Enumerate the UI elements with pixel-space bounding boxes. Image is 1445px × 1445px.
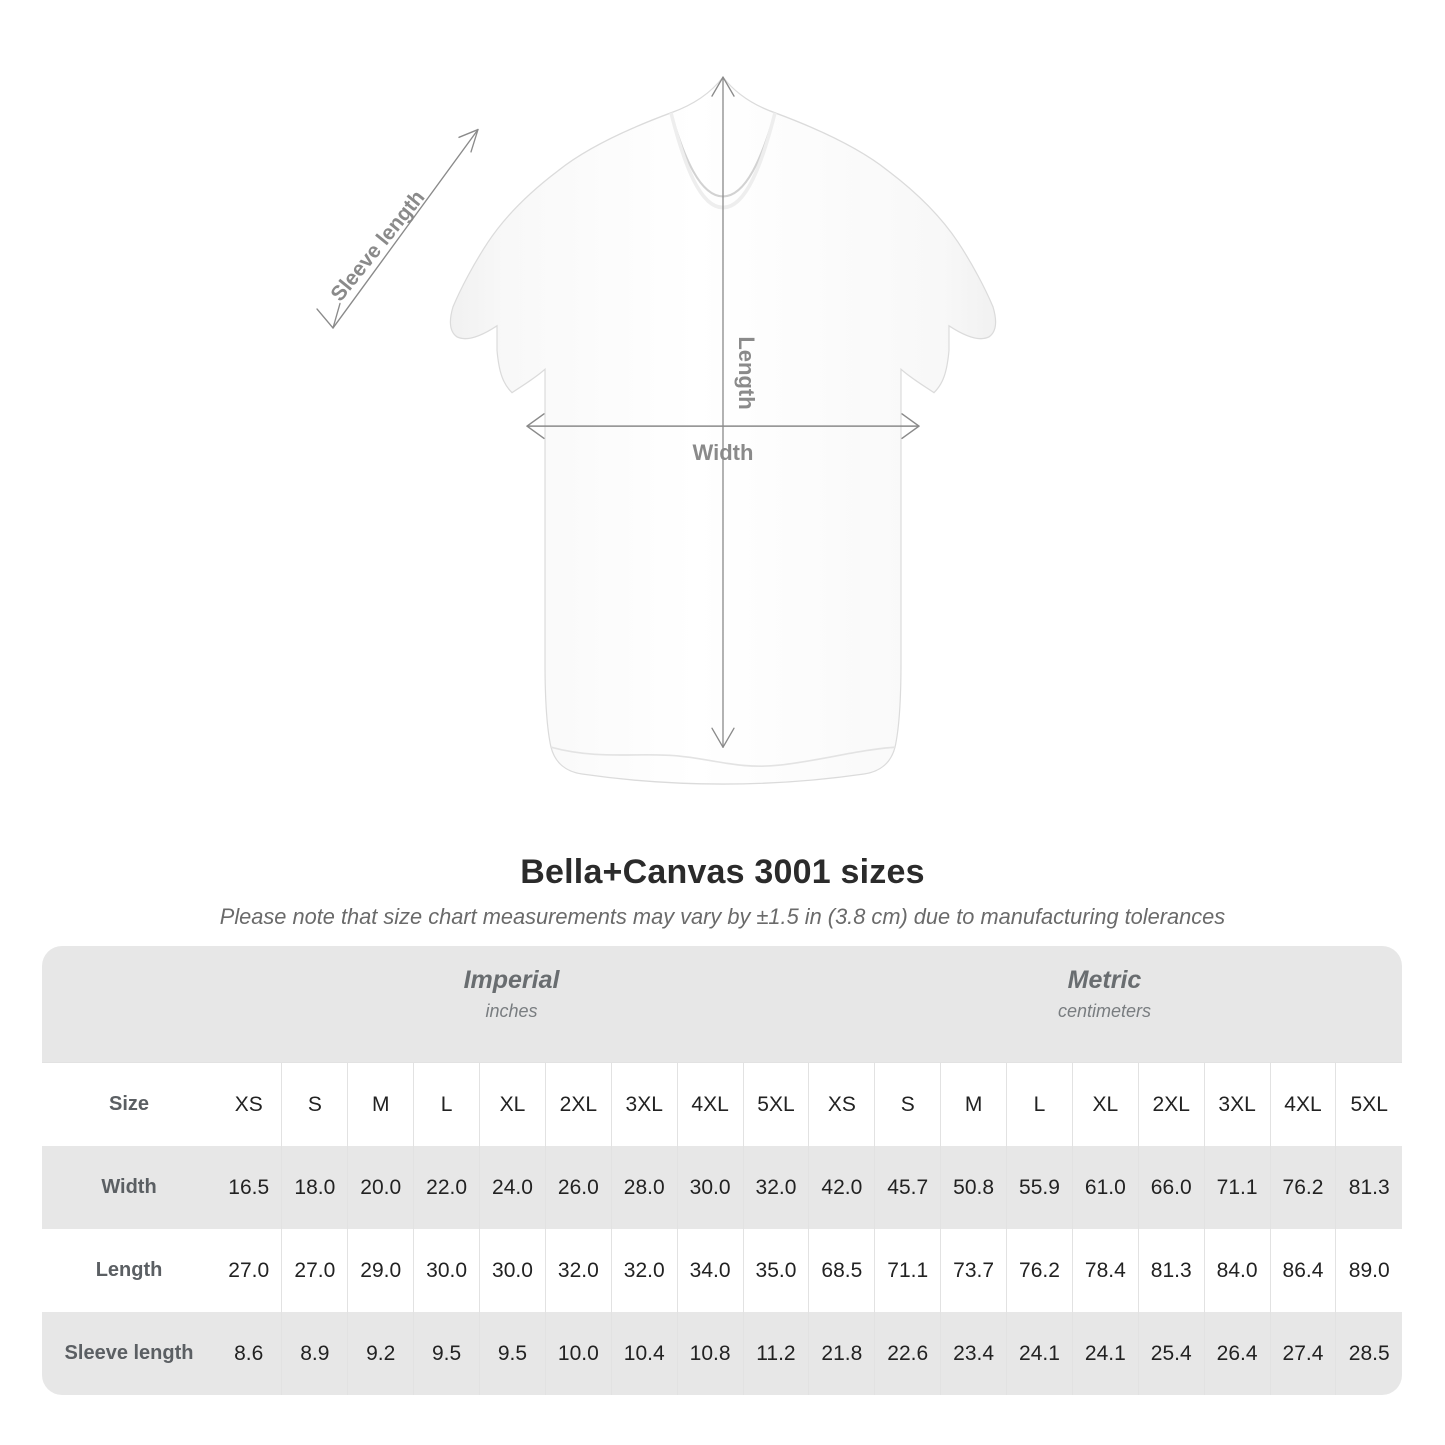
- svg-text:Width: Width: [693, 440, 754, 465]
- svg-text:Length: Length: [734, 336, 759, 409]
- svg-text:Sleeve length: Sleeve length: [326, 186, 429, 306]
